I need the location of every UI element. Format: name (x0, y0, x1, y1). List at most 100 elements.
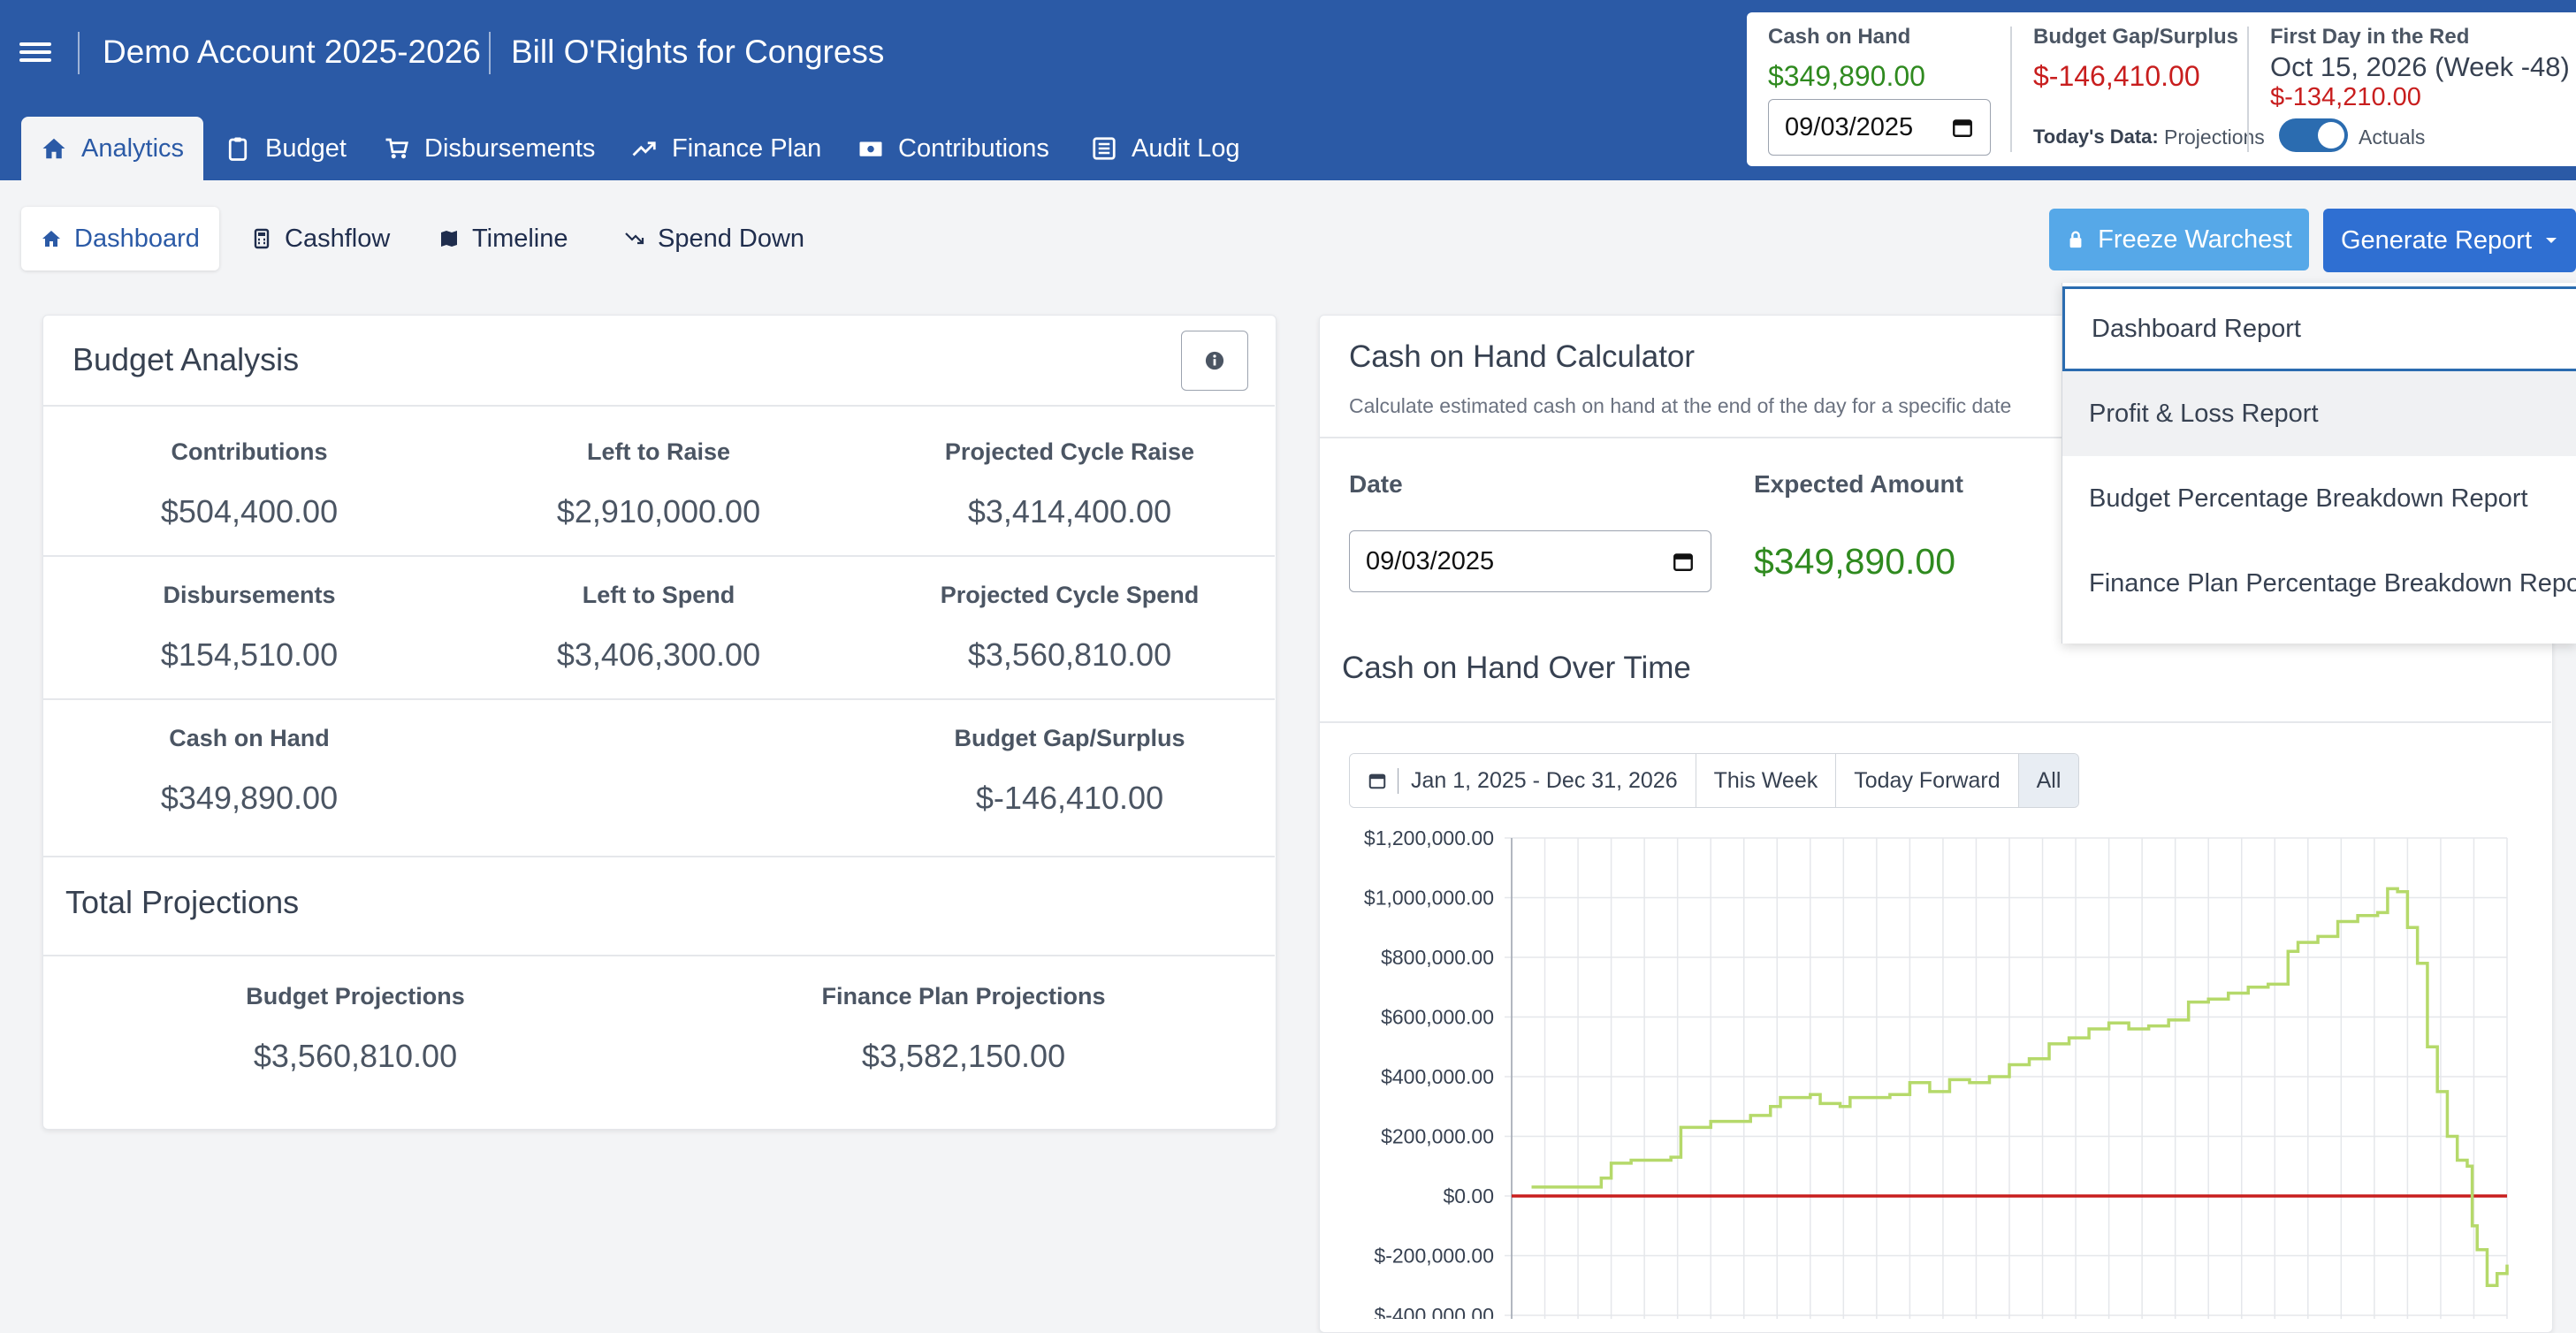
cash-on-hand-label: Cash on Hand (1768, 25, 1911, 49)
clipboard-icon (228, 137, 248, 161)
info-icon (1205, 351, 1224, 370)
projected-cycle-raise-value: $3,414,400.00 (967, 493, 1172, 529)
tab-finance-plan[interactable]: Finance Plan (612, 117, 841, 180)
hamburger-menu-icon[interactable] (19, 39, 53, 65)
freeze-warchest-label: Freeze Warchest (2098, 225, 2292, 254)
subtab-label: Timeline (472, 224, 568, 253)
actuals-label: Actuals (2359, 126, 2426, 149)
home-icon (42, 138, 65, 159)
over-time-title: Cash on Hand Over Time (1342, 651, 1691, 685)
y-tick-label: $1,200,000.00 (1364, 826, 1494, 849)
date-label: Date (1349, 470, 1403, 498)
finance-plan-percentage-report-item[interactable]: Finance Plan Percentage Breakdown Report (2089, 568, 2576, 598)
budget-analysis-title: Budget Analysis (72, 341, 300, 377)
tab-disbursements[interactable]: Disbursements (364, 117, 614, 180)
date-value: 09/03/2025 (1366, 546, 1495, 575)
cash-on-hand-value: $349,890.00 (1768, 60, 1925, 92)
calculator-icon (254, 228, 270, 249)
all-button[interactable]: All (2018, 754, 2079, 807)
y-tick-label: $400,000.00 (1381, 1065, 1494, 1088)
budget-gap-stat-value: $-146,410.00 (975, 780, 1164, 816)
first-day-red-value: $-134,210.00 (2270, 83, 2421, 111)
left-to-spend-value: $3,406,300.00 (556, 636, 761, 673)
y-tick-label: $-400,000.00 (1374, 1304, 1494, 1319)
expected-amount-value: $349,890.00 (1754, 541, 1956, 582)
cash-icon (859, 141, 882, 156)
budget-percentage-report-item[interactable]: Budget Percentage Breakdown Report (2089, 484, 2528, 513)
info-button[interactable] (1181, 331, 1248, 391)
data-mode-toggle[interactable] (2279, 118, 2348, 152)
contributions-label: Contributions (171, 438, 328, 465)
left-to-raise-value: $2,910,000.00 (556, 493, 761, 529)
date-range-picker[interactable]: Jan 1, 2025 - Dec 31, 2026 (1350, 754, 1696, 807)
dashboard-report-item[interactable]: Dashboard Report (2062, 286, 2576, 371)
home-icon (42, 231, 60, 247)
subtab-label: Cashflow (285, 224, 391, 253)
todays-data-label: Today's Data: (2033, 126, 2159, 148)
tab-label: Disbursements (424, 133, 596, 163)
account-name[interactable]: Demo Account 2025-2026 (103, 34, 481, 70)
budget-projections-label: Budget Projections (246, 983, 465, 1009)
tab-label: Contributions (898, 133, 1049, 163)
subtab-timeline[interactable]: Timeline (419, 207, 588, 270)
this-week-button[interactable]: This Week (1696, 754, 1837, 807)
first-day-red-date: Oct 15, 2026 (Week -48) (2270, 51, 2570, 82)
calendar-icon[interactable] (1951, 116, 1974, 139)
tab-label: Audit Log (1132, 133, 1240, 163)
budget-gap-value: $-146,410.00 (2033, 60, 2200, 92)
list-icon (1093, 137, 1116, 160)
tab-analytics[interactable]: Analytics (21, 117, 204, 180)
finance-plan-projections-value: $3,582,150.00 (861, 1038, 1066, 1074)
calendar-icon (1368, 773, 1386, 789)
lock-icon (2069, 231, 2082, 248)
generate-report-button[interactable]: Generate Report (2323, 209, 2576, 272)
header-divider (489, 32, 491, 74)
profit-loss-report-item[interactable]: Profit & Loss Report (2062, 371, 2576, 456)
budget-gap-stat-label: Budget Gap/Surplus (954, 725, 1185, 751)
cash-series-line (1531, 887, 2509, 1287)
calculator-subtitle: Calculate estimated cash on hand at the … (1349, 394, 2012, 417)
trend-up-icon (632, 141, 656, 156)
divider (1319, 721, 2551, 723)
cash-on-hand-stat-label: Cash on Hand (169, 725, 330, 751)
map-icon (441, 231, 457, 247)
tab-budget[interactable]: Budget (205, 117, 366, 180)
subtab-spend-down[interactable]: Spend Down (605, 207, 824, 270)
freeze-warchest-button[interactable]: Freeze Warchest (2049, 209, 2309, 270)
y-tick-label: $200,000.00 (1381, 1125, 1494, 1148)
total-projections-title: Total Projections (65, 884, 300, 920)
projections-label: Projections (2164, 126, 2265, 149)
campaign-name: Bill O'Rights for Congress (511, 34, 885, 70)
tab-audit-log[interactable]: Audit Log (1071, 117, 1260, 180)
today-forward-button[interactable]: Today Forward (1836, 754, 2019, 807)
cash-on-hand-stat-value: $349,890.00 (160, 780, 339, 816)
left-to-raise-label: Left to Raise (586, 438, 731, 465)
y-tick-label: $800,000.00 (1381, 946, 1494, 969)
top-header: Demo Account 2025-2026 Bill O'Rights for… (0, 0, 2576, 180)
y-tick-label: $-200,000.00 (1374, 1245, 1494, 1268)
summary-panel: Cash on Hand $349,890.00 09/03/2025 Budg… (1747, 12, 2576, 166)
caret-down-icon (2546, 238, 2557, 243)
expected-amount-label: Expected Amount (1754, 470, 1963, 498)
finance-plan-projections-label: Finance Plan Projections (821, 983, 1106, 1009)
header-divider (78, 32, 80, 74)
cart-icon (385, 138, 409, 159)
summary-divider (2247, 27, 2249, 152)
left-to-spend-label: Left to Spend (582, 582, 735, 608)
divider (42, 698, 1275, 700)
disbursements-label: Disbursements (163, 582, 336, 608)
subtab-dashboard[interactable]: Dashboard (21, 207, 219, 270)
tab-label: Analytics (81, 133, 185, 163)
divider (42, 555, 1275, 557)
calculator-date-input[interactable]: 09/03/2025 (1349, 530, 1711, 592)
y-tick-label: $600,000.00 (1381, 1006, 1494, 1029)
summary-date-input[interactable]: 09/03/2025 (1768, 99, 1991, 156)
calendar-icon[interactable] (1672, 550, 1695, 573)
divider (1319, 437, 2551, 438)
subtab-cashflow[interactable]: Cashflow (232, 207, 409, 270)
projected-cycle-spend-label: Projected Cycle Spend (940, 582, 1200, 608)
date-range-group: Jan 1, 2025 - Dec 31, 2026 This Week Tod… (1349, 753, 2080, 808)
divider (42, 856, 1275, 857)
generate-report-label: Generate Report (2340, 225, 2532, 255)
tab-contributions[interactable]: Contributions (838, 117, 1069, 180)
